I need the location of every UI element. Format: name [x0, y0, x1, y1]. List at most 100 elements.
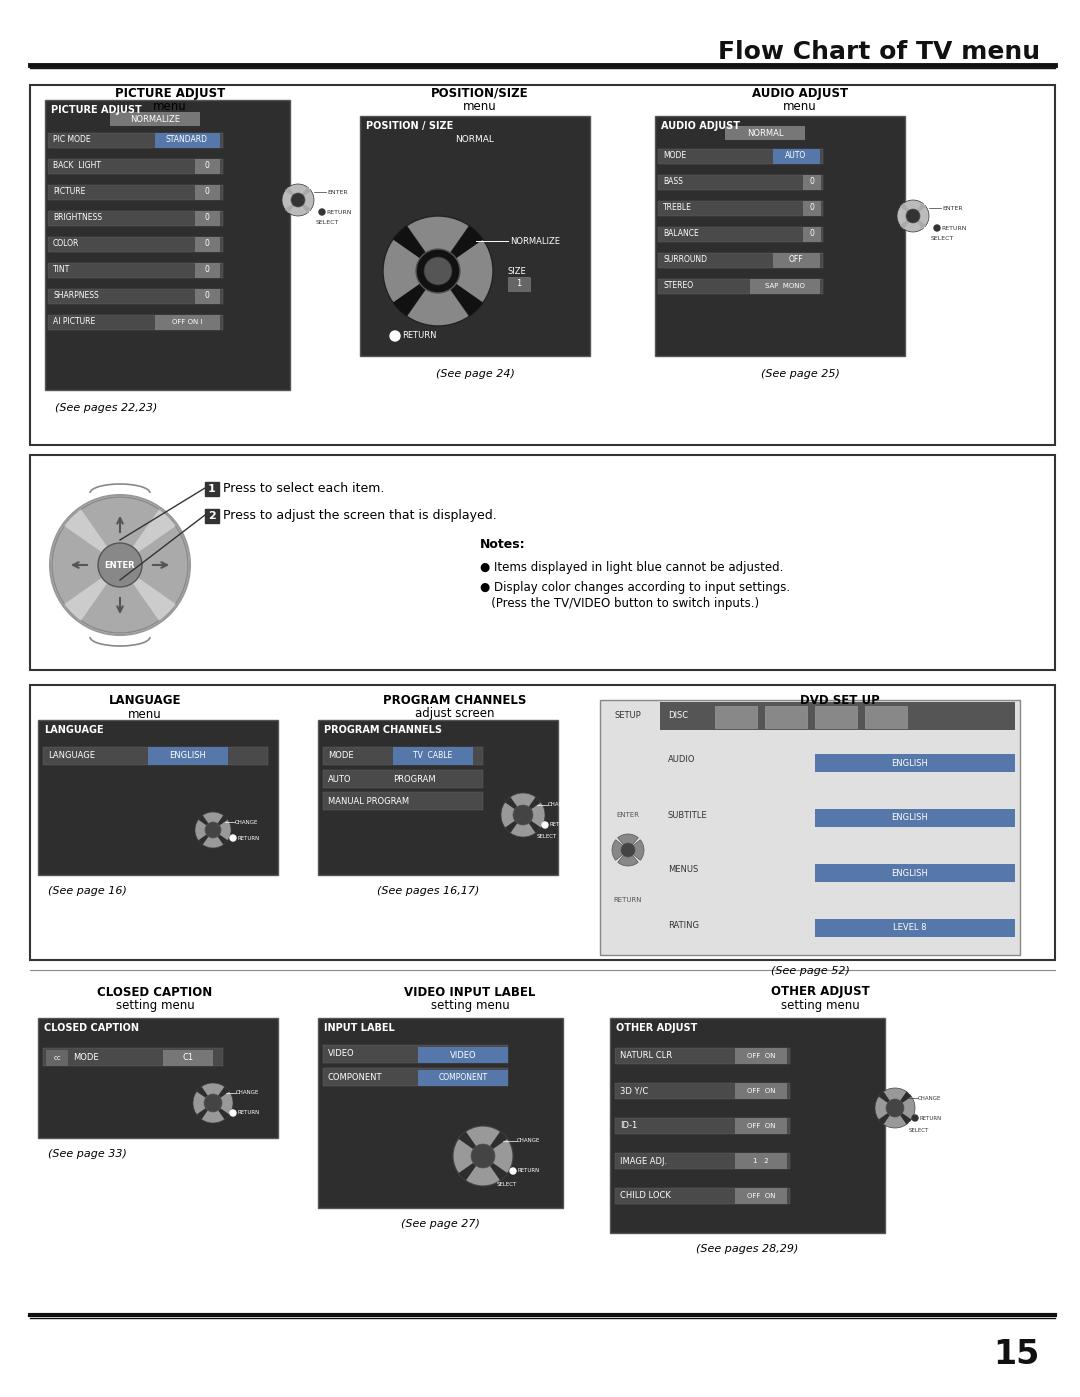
Bar: [660, 703, 1015, 731]
Wedge shape: [458, 1155, 483, 1180]
Wedge shape: [285, 187, 298, 200]
Wedge shape: [65, 510, 120, 564]
Bar: [418, 1046, 508, 1063]
Circle shape: [98, 543, 141, 587]
Wedge shape: [523, 796, 541, 814]
Bar: [323, 792, 483, 810]
Text: RETURN: RETURN: [402, 331, 436, 341]
Text: DISC: DISC: [669, 711, 688, 721]
Wedge shape: [213, 819, 231, 842]
Circle shape: [50, 495, 190, 636]
Wedge shape: [298, 190, 314, 211]
Bar: [658, 201, 823, 217]
Text: SELECT: SELECT: [909, 1127, 929, 1133]
Text: ● Items displayed in light blue cannot be adjusted.: ● Items displayed in light blue cannot b…: [480, 560, 783, 574]
Bar: [508, 277, 530, 291]
Wedge shape: [197, 1087, 213, 1104]
Wedge shape: [627, 840, 644, 861]
Wedge shape: [68, 497, 172, 564]
Wedge shape: [895, 1108, 912, 1125]
Bar: [148, 747, 228, 766]
Text: BASS: BASS: [663, 177, 683, 187]
Wedge shape: [913, 217, 927, 229]
Circle shape: [424, 257, 453, 285]
Text: AUDIO ADJUST: AUDIO ADJUST: [752, 87, 848, 99]
Circle shape: [542, 821, 548, 828]
Circle shape: [621, 842, 635, 856]
Bar: [48, 159, 222, 175]
Wedge shape: [895, 1091, 912, 1108]
Wedge shape: [902, 217, 923, 232]
Wedge shape: [508, 814, 539, 837]
Text: menu: menu: [783, 99, 816, 113]
Text: ENGLISH: ENGLISH: [892, 759, 929, 767]
Bar: [318, 1018, 563, 1208]
Text: Press to adjust the screen that is displayed.: Press to adjust the screen that is displ…: [222, 509, 497, 521]
Text: TV  CABLE: TV CABLE: [414, 752, 453, 760]
Text: (See page 52): (See page 52): [770, 965, 850, 977]
Bar: [46, 1051, 68, 1066]
Wedge shape: [287, 200, 309, 217]
Wedge shape: [383, 226, 438, 316]
Bar: [815, 863, 1015, 882]
Wedge shape: [298, 187, 311, 200]
Wedge shape: [393, 271, 483, 326]
Wedge shape: [68, 564, 172, 633]
Bar: [318, 719, 558, 875]
Text: OTHER ADJUST: OTHER ADJUST: [616, 1023, 698, 1032]
Text: CHANGE: CHANGE: [548, 802, 571, 807]
Wedge shape: [193, 1090, 213, 1116]
Text: OFF: OFF: [788, 256, 804, 264]
Bar: [195, 184, 220, 200]
Wedge shape: [913, 205, 929, 226]
Bar: [393, 747, 473, 766]
Text: ENTER: ENTER: [105, 560, 135, 570]
Bar: [323, 747, 483, 766]
Circle shape: [886, 1099, 904, 1118]
Text: RETURN: RETURN: [237, 1111, 259, 1115]
Wedge shape: [458, 1132, 483, 1155]
Bar: [654, 116, 905, 356]
Circle shape: [912, 1115, 918, 1120]
Text: BRIGHTNESS: BRIGHTNESS: [53, 214, 102, 222]
Wedge shape: [201, 812, 225, 830]
Text: OFF  ON: OFF ON: [746, 1053, 775, 1059]
Text: adjust screen: adjust screen: [415, 707, 495, 721]
Bar: [30, 455, 1055, 671]
Wedge shape: [213, 830, 228, 845]
Text: ID-1: ID-1: [620, 1122, 637, 1130]
Circle shape: [934, 225, 940, 231]
Bar: [735, 1083, 787, 1099]
Bar: [735, 1153, 787, 1169]
Text: 1: 1: [516, 279, 522, 289]
Wedge shape: [483, 1132, 508, 1155]
Bar: [715, 705, 757, 728]
Text: ENGLISH: ENGLISH: [892, 813, 929, 823]
Text: Press to select each item.: Press to select each item.: [222, 482, 384, 495]
Text: VIDEO: VIDEO: [449, 1051, 476, 1059]
Text: ENTER: ENTER: [942, 205, 962, 211]
Wedge shape: [913, 203, 927, 217]
Text: NORMAL: NORMAL: [456, 136, 495, 144]
Wedge shape: [523, 814, 541, 833]
Wedge shape: [298, 200, 311, 214]
Bar: [735, 1187, 787, 1204]
Bar: [43, 1048, 222, 1066]
Text: COMPONENT: COMPONENT: [438, 1073, 487, 1081]
Bar: [658, 279, 823, 293]
Text: 0: 0: [204, 214, 210, 222]
Bar: [30, 85, 1055, 446]
Text: RETURN: RETURN: [919, 1115, 942, 1120]
Bar: [725, 126, 805, 140]
Bar: [658, 149, 823, 163]
Wedge shape: [612, 840, 627, 861]
Text: OFF  ON: OFF ON: [746, 1123, 775, 1129]
Text: COMPONENT: COMPONENT: [328, 1073, 382, 1081]
Wedge shape: [618, 849, 638, 866]
Bar: [38, 1018, 278, 1139]
Text: CHILD LOCK: CHILD LOCK: [620, 1192, 671, 1200]
Text: BACK  LIGHT: BACK LIGHT: [53, 162, 102, 170]
Text: C1: C1: [183, 1053, 193, 1063]
Bar: [323, 1045, 508, 1063]
Wedge shape: [462, 1155, 504, 1186]
